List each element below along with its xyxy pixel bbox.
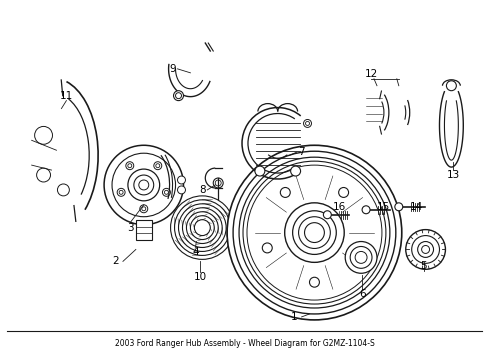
Circle shape (323, 211, 331, 219)
Text: 3: 3 (127, 222, 134, 233)
Circle shape (175, 93, 181, 99)
Text: 11: 11 (60, 91, 73, 101)
Circle shape (156, 164, 160, 168)
Circle shape (177, 176, 185, 184)
Circle shape (292, 211, 336, 255)
Text: 13: 13 (446, 170, 459, 180)
Circle shape (162, 188, 170, 196)
Circle shape (356, 243, 366, 253)
Circle shape (177, 186, 185, 194)
Circle shape (178, 204, 225, 251)
Circle shape (405, 230, 445, 269)
Circle shape (233, 151, 395, 314)
Circle shape (284, 203, 344, 262)
Circle shape (354, 251, 366, 264)
Circle shape (417, 242, 433, 257)
Circle shape (104, 145, 183, 225)
Circle shape (186, 212, 218, 243)
Circle shape (349, 247, 371, 268)
Circle shape (304, 223, 324, 243)
Text: 5: 5 (419, 261, 426, 271)
Circle shape (215, 180, 221, 186)
Text: 2003 Ford Ranger Hub Assembly - Wheel Diagram for G2MZ-1104-S: 2003 Ford Ranger Hub Assembly - Wheel Di… (114, 339, 374, 348)
Circle shape (112, 153, 175, 217)
Circle shape (117, 188, 125, 196)
Circle shape (421, 246, 428, 253)
Circle shape (243, 161, 385, 304)
Text: 8: 8 (199, 185, 205, 195)
Circle shape (57, 184, 69, 196)
Circle shape (226, 145, 401, 320)
Circle shape (37, 168, 50, 182)
Circle shape (246, 165, 381, 300)
Circle shape (361, 206, 369, 214)
Circle shape (119, 190, 123, 194)
Circle shape (164, 190, 168, 194)
Circle shape (174, 200, 230, 255)
Circle shape (345, 242, 376, 273)
Text: 12: 12 (364, 69, 377, 79)
Circle shape (290, 166, 300, 176)
Circle shape (134, 175, 153, 195)
Text: 14: 14 (409, 202, 423, 212)
Text: 15: 15 (377, 202, 390, 212)
Text: 2: 2 (112, 256, 119, 266)
Circle shape (305, 121, 309, 125)
Circle shape (190, 216, 214, 239)
Circle shape (254, 166, 264, 176)
Text: 1: 1 (291, 312, 297, 322)
Circle shape (128, 169, 160, 201)
Circle shape (338, 188, 348, 197)
Circle shape (298, 217, 330, 248)
Circle shape (154, 162, 162, 170)
Polygon shape (136, 220, 151, 239)
Text: 6: 6 (358, 289, 365, 299)
Circle shape (170, 196, 234, 260)
Circle shape (213, 178, 223, 188)
Circle shape (394, 203, 402, 211)
Text: 4: 4 (192, 247, 198, 257)
Circle shape (194, 220, 210, 235)
Circle shape (262, 243, 272, 253)
Circle shape (411, 235, 439, 264)
Circle shape (173, 91, 183, 100)
Circle shape (142, 207, 145, 211)
Circle shape (446, 81, 455, 91)
Text: 16: 16 (332, 202, 345, 212)
Circle shape (239, 157, 389, 308)
Circle shape (303, 120, 311, 127)
Text: 9: 9 (169, 64, 176, 74)
Circle shape (140, 205, 147, 213)
Circle shape (35, 126, 52, 144)
Circle shape (125, 162, 134, 170)
Circle shape (182, 208, 222, 247)
Text: 10: 10 (193, 272, 206, 282)
Text: 7: 7 (298, 147, 304, 157)
Circle shape (139, 180, 148, 190)
Circle shape (127, 164, 131, 168)
Circle shape (280, 188, 290, 197)
Circle shape (309, 277, 319, 287)
